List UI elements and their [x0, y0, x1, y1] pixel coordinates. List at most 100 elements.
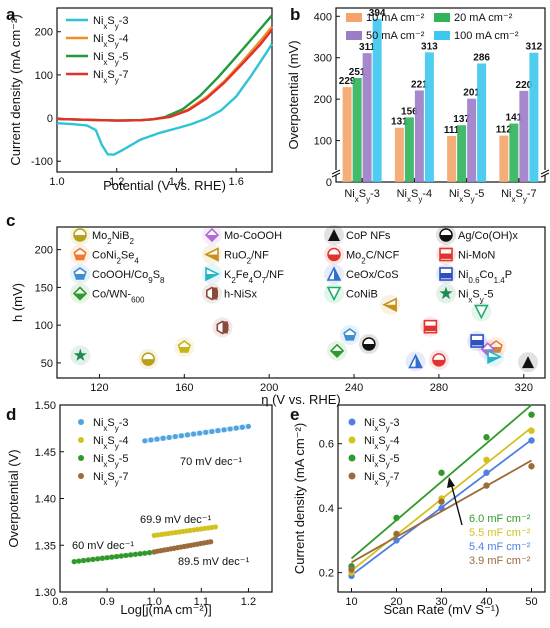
tafel-point-d-2-2	[80, 557, 87, 564]
legend-marker-c-11	[326, 286, 342, 302]
y-tick-label-e: 0.4	[319, 503, 334, 515]
legend-marker-d-0	[78, 419, 84, 425]
legend-marker-c-2-fill	[74, 274, 86, 279]
legend-label-d-3: NixSy-7	[93, 471, 129, 487]
legend-marker-c-9-fill	[328, 254, 340, 261]
legend-label-d-2: NixSy-5	[93, 453, 129, 469]
tafel-point-d-2-3	[85, 557, 91, 563]
tafel-point-d-0-14	[227, 426, 233, 432]
tafel-point-d-0-7	[184, 432, 191, 438]
x-tick-label-e: 40	[480, 596, 492, 608]
tafel-point-d-2-7	[104, 555, 110, 561]
y-tick-label-b: 300	[314, 53, 332, 65]
x-axis-label-e: Scan Rate (mV S⁻¹)	[384, 602, 500, 617]
bar-b-1-2	[414, 90, 424, 182]
bar-b-0-3	[372, 18, 382, 183]
legend-marker-e-2	[348, 454, 356, 462]
legend-label-c-1: CoNi2Se4	[92, 250, 139, 266]
legend-label-b-2: 50 mA cm⁻²	[366, 30, 425, 42]
cdl-point-e-2-1	[393, 514, 400, 522]
y-tick-label-d: 1.45	[35, 447, 56, 459]
slope-annotation-d-1: 69.9 mV dec⁻¹	[140, 514, 212, 526]
tafel-fit-d-0	[144, 423, 249, 444]
cdl-point-e-2-2	[438, 469, 445, 476]
y-tick-label-d: 1.35	[35, 540, 56, 552]
scatter-point-c-5-fill	[384, 304, 397, 311]
tafel-point-d-1-17	[212, 524, 219, 530]
tafel-point-d-0-10	[203, 429, 209, 435]
capacitance-annotation-e-3: 3.9 mF cm⁻²	[469, 555, 531, 567]
x-tick-label-c: 240	[345, 382, 363, 394]
bar-value-b-2-1: 137	[453, 114, 470, 125]
bar-value-b-0-1: 251	[349, 67, 366, 78]
bar-value-b-3-0: 112	[496, 125, 513, 136]
legend-marker-c-10-fill	[334, 268, 340, 280]
cdl-point-e-1-4	[528, 427, 535, 434]
capacitance-annotation-e-0: 5.4 mF cm⁻²	[469, 541, 531, 553]
cdl-point-e-3-4	[528, 463, 535, 470]
legend-marker-e-3	[348, 472, 356, 480]
bar-b-2-3	[477, 63, 487, 183]
tafel-point-d-2-15	[142, 550, 148, 556]
legend-label-c-5: RuO2/NF	[224, 250, 269, 266]
cdl-point-e-2-3	[483, 434, 490, 441]
y-tick-label-c: 50	[41, 358, 53, 370]
tafel-point-d-2-16	[146, 550, 153, 556]
legend-label-c-9: Mo2C/NCF	[346, 250, 400, 266]
x-axis-label-c: η (V vs. RHE)	[261, 392, 340, 407]
legend-swatch-b-0	[346, 13, 362, 22]
scatter-point-c-8	[522, 356, 535, 369]
scatter-point-c-6-fill	[488, 356, 501, 363]
x-tick-label-e: 20	[390, 596, 402, 608]
scatter-point-c-14-fill	[471, 340, 484, 346]
tafel-point-d-2-4	[90, 556, 96, 562]
bar-b-3-1	[509, 123, 519, 182]
legend-label-b-0: 10 mA cm⁻²	[366, 12, 425, 24]
tafel-point-d-2-14	[137, 551, 143, 557]
legend-swatch-b-2	[346, 31, 362, 40]
tafel-point-d-2-9	[113, 553, 120, 560]
bar-b-0-0	[342, 87, 352, 182]
bar-value-b-2-3: 286	[473, 53, 490, 64]
slope-annotation-d-2: 60 mV dec⁻¹	[72, 540, 134, 552]
legend-label-c-4: Mo-CoOOH	[224, 230, 282, 242]
legend-marker-c-3-fill	[74, 293, 86, 300]
legend-label-c-8: CoP NFs	[346, 230, 391, 242]
cdl-point-e-3-1	[393, 530, 400, 538]
scatter-point-c-3-fill	[331, 350, 344, 357]
x-tick-label-c: 160	[175, 382, 193, 394]
legend-label-c-13: Ni-MoN	[458, 250, 495, 262]
x-tick-label-e: 10	[345, 596, 357, 608]
y-axis-label-b: Overpotential (mV)	[286, 40, 301, 149]
bar-b-0-1	[352, 78, 362, 182]
y-tick-label-d: 1.40	[35, 494, 56, 506]
y-axis-label-e: Current density (mA cm⁻²)	[292, 423, 307, 574]
y-tick-label-a: -100	[31, 156, 53, 168]
tafel-fit-d-1	[153, 524, 216, 538]
x-tick-label-e: 30	[435, 596, 447, 608]
y-tick-label-b: 100	[314, 136, 332, 148]
tafel-fit-d-3	[153, 539, 212, 555]
scatter-point-c-7-fill	[222, 321, 228, 334]
legend-label-c-12: Ag/Co(OH)x	[458, 230, 518, 242]
legend-marker-c-1-fill	[74, 254, 86, 260]
bar-value-b-2-0: 111	[444, 125, 460, 136]
scatter-point-c-13-fill	[424, 325, 437, 332]
legend-marker-c-15	[439, 286, 453, 300]
x-tick-label-c: 120	[90, 382, 108, 394]
x-tick-label-c: 200	[260, 382, 278, 394]
slope-annotation-d-0: 70 mV dec⁻¹	[180, 456, 242, 468]
legend-label-c-15: NixSy-5	[458, 289, 494, 305]
y-tick-label-e: 0.6	[319, 439, 334, 451]
scatter-point-c-9-fill	[432, 359, 445, 366]
x-tick-label-d: 0.9	[99, 596, 114, 608]
scatter-point-c-10-fill	[415, 355, 422, 368]
tafel-point-d-2-0	[71, 559, 77, 565]
series-line-a-1	[56, 25, 273, 122]
legend-label-b-1: 20 mA cm⁻²	[454, 12, 513, 24]
y-tick-label-c: 200	[35, 245, 53, 257]
y-tick-label-a: 100	[35, 70, 53, 82]
x-tick-label-e: 50	[525, 596, 537, 608]
bar-b-1-1	[404, 117, 414, 182]
legend-marker-c-12-fill	[440, 235, 452, 241]
